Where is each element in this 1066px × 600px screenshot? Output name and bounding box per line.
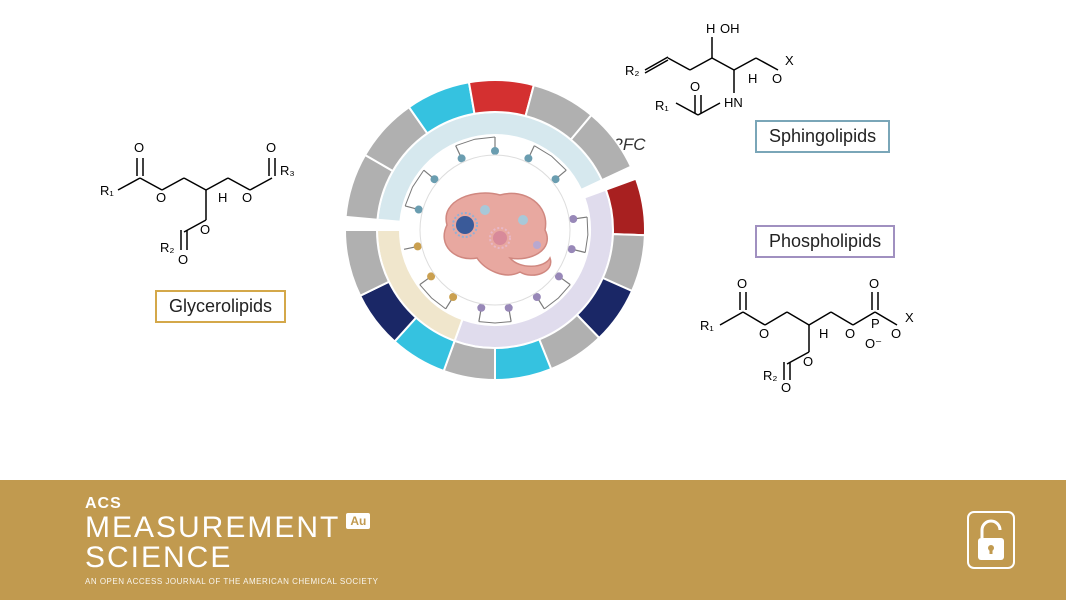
svg-text:O: O [845, 326, 855, 341]
svg-text:R₁: R₁ [100, 183, 114, 198]
svg-text:O: O [156, 190, 166, 205]
science-text: SCIENCE [85, 543, 378, 573]
open-access-icon [966, 510, 1016, 570]
svg-text:O⁻: O⁻ [865, 336, 882, 351]
journal-brand: ACS MEASUREMENT Au SCIENCE AN OPEN ACCES… [85, 495, 378, 586]
svg-text:R₁: R₁ [700, 318, 714, 333]
au-badge: Au [346, 513, 370, 529]
svg-text:O: O [690, 79, 700, 94]
svg-text:O: O [737, 276, 747, 291]
glycerolipids-label: Glycerolipids [155, 290, 286, 323]
svg-text:O: O [242, 190, 252, 205]
svg-text:H: H [218, 190, 227, 205]
journal-footer: ACS MEASUREMENT Au SCIENCE AN OPEN ACCES… [0, 480, 1066, 600]
svg-text:HN: HN [724, 95, 743, 110]
tagline-text: AN OPEN ACCESS JOURNAL OF THE AMERICAN C… [85, 577, 378, 586]
svg-text:P: P [871, 316, 880, 331]
sphingolipid-structure: R₂ R₁ H OH HN H O O X [620, 15, 870, 140]
svg-text:O: O [200, 222, 210, 237]
figure-area: Glycerolipids Sphingolipids Phospholipid… [0, 0, 1066, 480]
phospholipid-structure: R₁ R₂ O O O O H O O P O⁻ O X [695, 270, 995, 405]
svg-text:H: H [819, 326, 828, 341]
svg-text:O: O [803, 354, 813, 369]
svg-text:O: O [178, 252, 188, 267]
svg-text:OH: OH [720, 21, 740, 36]
circular-plot [345, 80, 645, 380]
acs-text: ACS [85, 495, 378, 513]
measurement-text: MEASUREMENT [85, 513, 340, 543]
phospholipids-label: Phospholipids [755, 225, 895, 258]
svg-text:O: O [781, 380, 791, 395]
svg-text:H: H [748, 71, 757, 86]
svg-text:R₁: R₁ [655, 98, 669, 113]
svg-text:H: H [706, 21, 715, 36]
svg-text:R₂: R₂ [763, 368, 777, 383]
svg-text:R₃: R₃ [280, 163, 295, 178]
svg-text:O: O [772, 71, 782, 86]
svg-text:X: X [785, 53, 794, 68]
svg-text:X: X [905, 310, 914, 325]
svg-text:O: O [869, 276, 879, 291]
svg-text:O: O [134, 140, 144, 155]
glycerolipid-structure: R₁ R₂ R₃ O O O O O O H [90, 120, 310, 285]
svg-text:R₂: R₂ [160, 240, 174, 255]
svg-text:O: O [266, 140, 276, 155]
svg-text:R₂: R₂ [625, 63, 639, 78]
svg-text:O: O [759, 326, 769, 341]
svg-text:O: O [891, 326, 901, 341]
